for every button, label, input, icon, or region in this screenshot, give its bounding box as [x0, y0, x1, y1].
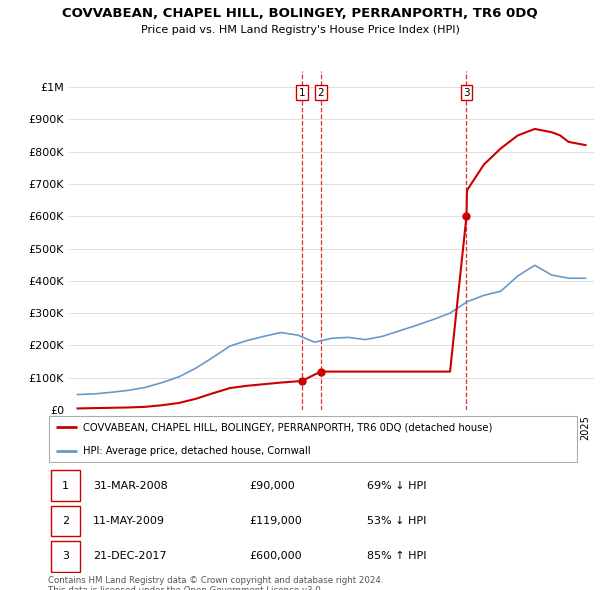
Text: 3: 3 — [62, 552, 69, 561]
Text: £600,000: £600,000 — [250, 552, 302, 561]
Text: 11-MAY-2009: 11-MAY-2009 — [93, 516, 165, 526]
FancyBboxPatch shape — [50, 506, 80, 536]
Text: 21-DEC-2017: 21-DEC-2017 — [93, 552, 167, 561]
FancyBboxPatch shape — [50, 541, 80, 572]
Text: 85% ↑ HPI: 85% ↑ HPI — [367, 552, 426, 561]
Text: 3: 3 — [463, 88, 470, 98]
Text: 1: 1 — [299, 88, 305, 98]
Text: 2: 2 — [317, 88, 324, 98]
Text: Price paid vs. HM Land Registry's House Price Index (HPI): Price paid vs. HM Land Registry's House … — [140, 25, 460, 35]
Text: 2: 2 — [62, 516, 69, 526]
Text: COVVABEAN, CHAPEL HILL, BOLINGEY, PERRANPORTH, TR6 0DQ: COVVABEAN, CHAPEL HILL, BOLINGEY, PERRAN… — [62, 7, 538, 20]
Text: 69% ↓ HPI: 69% ↓ HPI — [367, 481, 426, 490]
Text: 53% ↓ HPI: 53% ↓ HPI — [367, 516, 426, 526]
FancyBboxPatch shape — [50, 470, 80, 501]
FancyBboxPatch shape — [49, 416, 577, 462]
Text: 1: 1 — [62, 481, 69, 490]
Text: Contains HM Land Registry data © Crown copyright and database right 2024.
This d: Contains HM Land Registry data © Crown c… — [48, 576, 383, 590]
Text: COVVABEAN, CHAPEL HILL, BOLINGEY, PERRANPORTH, TR6 0DQ (detached house): COVVABEAN, CHAPEL HILL, BOLINGEY, PERRAN… — [83, 422, 492, 432]
Text: 31-MAR-2008: 31-MAR-2008 — [93, 481, 168, 490]
Text: HPI: Average price, detached house, Cornwall: HPI: Average price, detached house, Corn… — [83, 445, 310, 455]
Text: £90,000: £90,000 — [250, 481, 296, 490]
Text: £119,000: £119,000 — [250, 516, 302, 526]
